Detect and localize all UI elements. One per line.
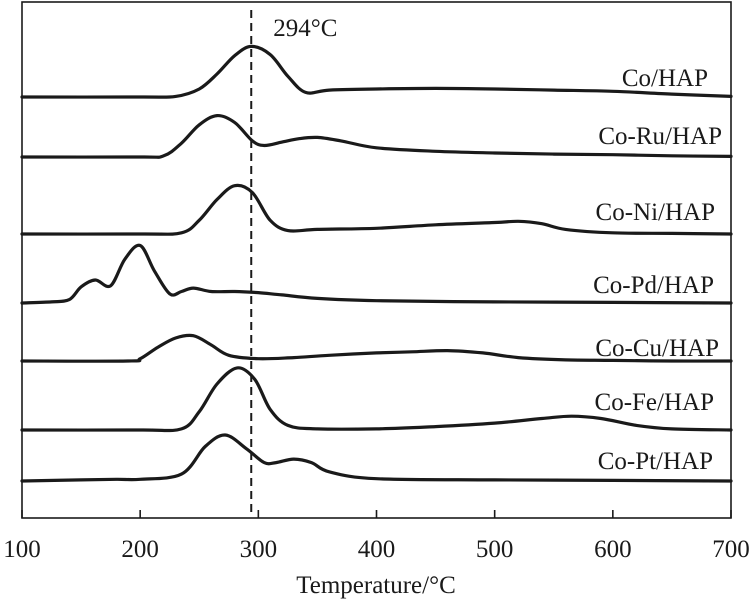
series-label-co-pd-hap: Co-Pd/HAP: [593, 272, 714, 299]
series-label-co-pt-hap: Co-Pt/HAP: [598, 448, 713, 475]
curve-co-pt-hap: [20, 433, 733, 483]
annotation-label: 294°C: [273, 15, 337, 42]
series-label-co-cu-hap: Co-Cu/HAP: [595, 335, 719, 362]
curve-co-pd-hap: [20, 243, 733, 305]
x-axis-tick-labels: 100 200 300 400 500 600 700: [3, 536, 750, 563]
x-axis-ticks: [21, 510, 732, 518]
series-label-co-fe-hap: Co-Fe/HAP: [595, 389, 714, 416]
curve-co-hap: [20, 44, 733, 99]
x-tick-label-300: 300: [240, 536, 278, 563]
curve-co-ru-hap: [20, 113, 733, 159]
curve-co-fe-hap: [20, 366, 733, 433]
x-tick-label-500: 500: [476, 536, 514, 563]
series-label-co-ru-hap: Co-Ru/HAP: [598, 123, 722, 150]
series-label-co-hap: Co/HAP: [622, 65, 708, 92]
x-tick-label-400: 400: [358, 536, 396, 563]
curve-co-ni-hap: [20, 183, 733, 236]
curve-co-cu-hap: [20, 333, 733, 363]
x-tick-label-100: 100: [3, 536, 41, 563]
x-tick-label-200: 200: [121, 536, 159, 563]
x-tick-label-700: 700: [712, 536, 750, 563]
series-curves: [20, 44, 733, 483]
x-tick-label-600: 600: [594, 536, 632, 563]
series-label-co-ni-hap: Co-Ni/HAP: [596, 199, 715, 226]
series-labels: Co/HAP Co-Ru/HAP Co-Ni/HAP Co-Pd/HAP Co-Cu/H…: [593, 65, 722, 475]
x-axis-label: Temperature/°C: [296, 572, 456, 599]
